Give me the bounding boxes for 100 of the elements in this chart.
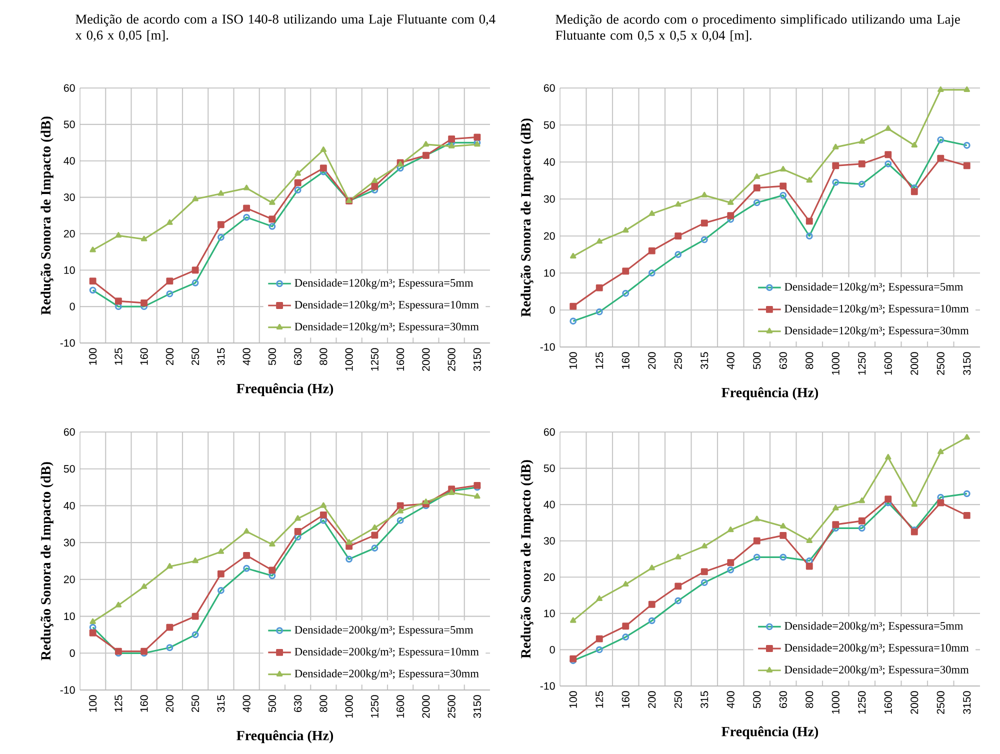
y-tick-label: 50 — [544, 464, 555, 472]
x-tick-label: 630 — [294, 695, 302, 712]
y-tick-label: 0 — [70, 649, 75, 657]
x-tick-label: 250 — [674, 352, 682, 369]
y-tick-label: -10 — [60, 686, 75, 694]
y-axis-title: Redução Sonora de Impacto (dB) — [520, 118, 534, 317]
x-tick-label: 1600 — [396, 348, 404, 371]
y-tick-label: 60 — [64, 84, 75, 92]
y-tick-label: 30 — [64, 538, 75, 546]
y-tick-label: 10 — [64, 266, 75, 274]
y-tick-label: 0 — [550, 646, 555, 654]
x-tick-label: 125 — [114, 348, 122, 365]
y-tick-label: 0 — [550, 306, 555, 314]
x-tick-label: 250 — [674, 691, 682, 708]
x-tick-label: 400 — [726, 691, 734, 708]
x-tick-label: 500 — [268, 348, 276, 366]
y-tick-label: 60 — [64, 428, 75, 436]
x-tick-label: 1250 — [370, 348, 378, 371]
x-tick-label: 2500 — [448, 348, 456, 371]
x-tick-label: 315 — [700, 691, 708, 708]
x-tick-label: 630 — [779, 352, 787, 369]
x-tick-label: 3150 — [473, 348, 481, 372]
x-tick-label: 100 — [569, 352, 577, 369]
y-tick-label: 50 — [64, 120, 75, 128]
x-tick-label: 1250 — [858, 691, 866, 714]
x-tick-label: 250 — [192, 348, 200, 365]
y-tick-label: 50 — [64, 465, 75, 473]
x-tick-label: 500 — [753, 352, 761, 370]
legend-label: Densidade=120kg/m³; Espessura=10mm — [294, 300, 479, 311]
x-tick-label: 630 — [294, 348, 302, 365]
x-axis-title: Frequência (Hz) — [722, 387, 818, 400]
legend-label: Densidade=200kg/m³; Espessura=5mm — [294, 626, 474, 636]
chart-title: Medição de acordo com a ISO 140-8 utilizando uma Laje Flutuante com 0,4 x 0,6 x 0,05 [m]. — [75, 14, 496, 42]
x-tick-label: 2000 — [422, 695, 430, 718]
y-tick-label: 10 — [64, 612, 75, 620]
y-tick-label: 40 — [544, 500, 555, 508]
y-tick-label: 60 — [544, 84, 555, 92]
x-tick-label: 1000 — [345, 348, 353, 371]
y-axis-title: Redução Sonora de Impacto (dB) — [40, 116, 54, 315]
x-tick-label: 800 — [806, 691, 814, 708]
y-tick-label: 20 — [544, 573, 555, 581]
y-tick-label: 10 — [544, 269, 555, 277]
legend-label: Densidade=200kg/m³; Espessura=30mm — [294, 669, 479, 680]
x-tick-label: 315 — [217, 695, 225, 712]
x-tick-label: 2000 — [910, 352, 918, 375]
legend-label: Densidade=120kg/m³; Espessura=30mm — [294, 322, 479, 333]
x-tick-label: 250 — [192, 695, 200, 712]
y-tick-label: 40 — [64, 157, 75, 165]
legend-label: Densidade=200kg/m³; Espessura=30mm — [784, 665, 969, 676]
y-tick-label: 10 — [544, 610, 555, 618]
x-tick-label: 160 — [140, 348, 148, 365]
x-tick-label: 2000 — [422, 348, 430, 371]
x-tick-label: 200 — [166, 348, 174, 365]
x-tick-label: 160 — [140, 695, 148, 712]
x-tick-label: 125 — [596, 352, 604, 369]
x-tick-label: 200 — [166, 695, 174, 712]
x-tick-label: 1000 — [345, 695, 353, 718]
x-axis-title: Frequência (Hz) — [722, 726, 818, 740]
y-axis-title: Redução Sonora de Impacto (dB) — [40, 462, 54, 660]
y-tick-label: -10 — [540, 343, 555, 351]
y-tick-label: 40 — [544, 158, 555, 166]
x-tick-label: 1600 — [884, 352, 892, 375]
x-tick-label: 1600 — [396, 695, 404, 718]
x-tick-label: 3150 — [473, 695, 481, 718]
x-tick-label: 100 — [89, 695, 97, 712]
x-tick-label: 2500 — [448, 695, 456, 718]
y-tick-label: 50 — [544, 121, 555, 129]
x-tick-label: 1600 — [884, 691, 892, 714]
y-tick-label: -10 — [540, 682, 555, 690]
y-axis-title: Redução Sonora de Impacto (dB) — [520, 460, 534, 658]
x-tick-label: 125 — [596, 691, 604, 708]
legend-label: Densidade=200kg/m³; Espessura=5mm — [784, 622, 964, 632]
y-tick-label: 30 — [544, 195, 555, 203]
legend-label: Densidade=120kg/m³; Espessura=5mm — [784, 282, 964, 293]
x-tick-label: 200 — [648, 352, 656, 369]
x-tick-label: 160 — [622, 352, 630, 369]
x-tick-label: 800 — [806, 352, 814, 370]
x-axis-title: Frequência (Hz) — [236, 383, 334, 396]
y-tick-label: 20 — [64, 230, 75, 238]
x-tick-label: 315 — [217, 348, 225, 366]
x-tick-label: 2000 — [910, 691, 918, 714]
legend-label: Densidade=120kg/m³; Espessura=10mm — [784, 304, 969, 315]
x-tick-label: 630 — [779, 691, 787, 708]
y-tick-label: 60 — [544, 428, 555, 436]
y-tick-label: 20 — [544, 232, 555, 240]
x-tick-label: 1250 — [858, 352, 866, 375]
x-tick-label: 400 — [726, 352, 734, 370]
y-tick-label: 0 — [70, 302, 75, 310]
y-tick-label: 30 — [64, 194, 75, 202]
y-tick-label: 20 — [64, 576, 75, 584]
y-tick-label: 40 — [64, 502, 75, 510]
x-axis-title: Frequência (Hz) — [236, 730, 334, 744]
x-tick-label: 1000 — [832, 352, 840, 375]
x-tick-label: 400 — [242, 695, 250, 712]
x-tick-label: 500 — [753, 691, 761, 708]
x-tick-label: 2500 — [936, 352, 944, 375]
x-tick-label: 100 — [569, 691, 577, 708]
x-tick-label: 800 — [320, 348, 328, 366]
x-tick-label: 160 — [622, 691, 630, 708]
x-tick-label: 200 — [648, 691, 656, 708]
